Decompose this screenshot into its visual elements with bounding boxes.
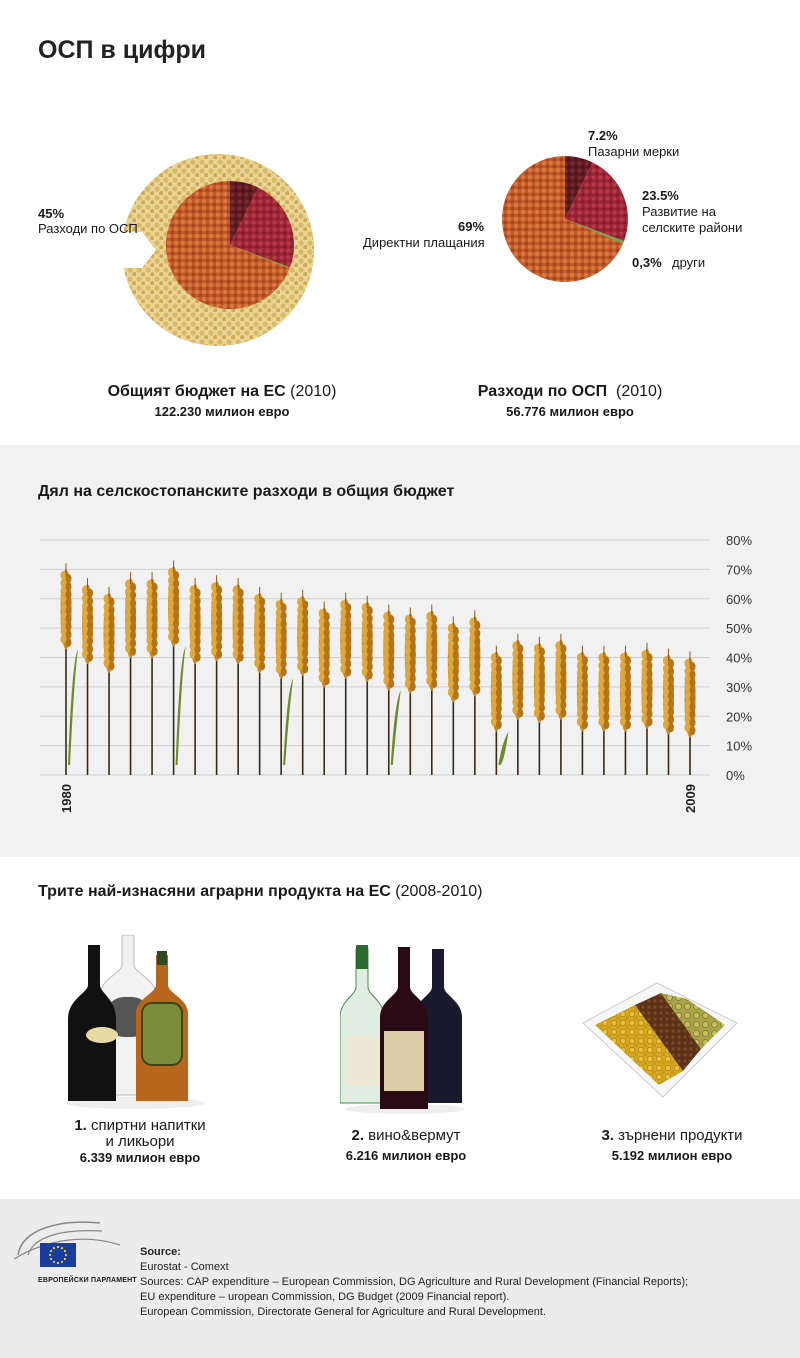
wheat-bar bbox=[555, 633, 567, 775]
wheat-bar bbox=[275, 592, 294, 775]
eu-star-icon bbox=[63, 1249, 67, 1253]
wine-bottles-image bbox=[340, 945, 465, 1114]
x-tick-label: 2009 bbox=[683, 784, 698, 813]
wheat-bar bbox=[576, 645, 588, 775]
pie1-inner-direct bbox=[166, 181, 290, 309]
wheat-bar bbox=[146, 572, 158, 775]
wheat-bar bbox=[125, 572, 137, 775]
eu-star-icon bbox=[52, 1260, 56, 1264]
eu-star-icon bbox=[56, 1245, 60, 1249]
wheat-bar bbox=[211, 575, 223, 775]
wheat-bar bbox=[318, 601, 330, 775]
ep-logo-text: ЕВРОПЕЙСКИ ПАРЛАМЕНТ bbox=[38, 1277, 137, 1284]
exports-title: Трите най-изнасяни аграрни продукта на Е… bbox=[38, 883, 483, 900]
eu-star-icon bbox=[48, 1253, 52, 1257]
pie2-label-market: Пазарни мерки bbox=[588, 144, 680, 159]
pie1-inner-other bbox=[230, 245, 290, 269]
wheat-bar bbox=[641, 642, 653, 775]
eu-star-icon bbox=[49, 1249, 53, 1253]
wheat-bar bbox=[297, 589, 309, 775]
product-1-caption-2: и ликьори bbox=[105, 1133, 175, 1150]
eu-star-icon bbox=[49, 1257, 53, 1261]
pie2-slice-rural bbox=[565, 162, 628, 242]
wheat-bar bbox=[447, 616, 459, 775]
y-tick-label: 30% bbox=[726, 680, 752, 695]
x-tick-label: 1980 bbox=[59, 784, 74, 813]
wheat-bar bbox=[662, 648, 674, 775]
y-tick-label: 70% bbox=[726, 562, 752, 577]
wheat-bar bbox=[598, 645, 610, 775]
wheat-bar bbox=[254, 586, 266, 775]
pie2-label-rural: Развитие на bbox=[642, 204, 716, 219]
eu-star-icon bbox=[63, 1257, 67, 1261]
pie2-pct-rural: 23.5% bbox=[642, 188, 679, 203]
pie-cap-spending bbox=[502, 156, 628, 282]
pie2-label-other: други bbox=[672, 255, 706, 270]
wheat-bar bbox=[340, 592, 352, 775]
pie-total-budget bbox=[118, 154, 314, 346]
pie2-pct-other: 0,3% bbox=[632, 255, 662, 270]
wheat-bar bbox=[232, 578, 244, 775]
cereals-plate-image bbox=[582, 982, 738, 1098]
wheat-bar bbox=[619, 645, 631, 775]
pie1-label: Разходи по ОСП bbox=[38, 221, 138, 236]
pie2-slice-market bbox=[565, 156, 593, 219]
wheat-bar-chart: 80% 70% 60% 50% 40% 30% 20% 10% 0% 1980 2009 bbox=[40, 533, 752, 813]
pie1-value: 122.230 милион евро bbox=[154, 404, 290, 419]
y-tick-label: 80% bbox=[726, 533, 752, 548]
chart-title: Дял на селскостопанските разходи в общия… bbox=[38, 483, 455, 500]
y-tick-label: 40% bbox=[726, 651, 752, 666]
pie1-inner-rural bbox=[230, 187, 294, 268]
wheat-bar bbox=[103, 586, 115, 775]
pie1-inner-market bbox=[230, 181, 258, 245]
y-tick-label: 50% bbox=[726, 621, 752, 636]
pie2-caption: Разходи по ОСП (2010) bbox=[477, 383, 663, 400]
page-title: ОСП в цифри bbox=[38, 36, 206, 64]
eu-star-icon bbox=[56, 1261, 60, 1265]
pie2-slice-other bbox=[565, 219, 625, 245]
pie2-label-direct: Директни плащания bbox=[363, 235, 485, 250]
footer bbox=[0, 1199, 800, 1358]
wheat-bar bbox=[168, 560, 186, 775]
wheat-bar bbox=[361, 595, 373, 775]
product-1-value: 6.339 милион евро bbox=[79, 1150, 201, 1165]
wheat-bar bbox=[404, 607, 416, 775]
wheat-bar bbox=[82, 578, 94, 775]
wheat-bar bbox=[60, 563, 78, 775]
ep-logo bbox=[13, 1221, 121, 1267]
pie1-pct: 45% bbox=[38, 206, 65, 221]
wheat-bar bbox=[426, 604, 438, 775]
product-1-caption: 1. спиртни напитки bbox=[74, 1117, 206, 1134]
wheat-bar bbox=[469, 610, 481, 775]
pie2-pct-market: 7.2% bbox=[588, 128, 618, 143]
y-tick-label: 20% bbox=[726, 709, 752, 724]
wheat-bar bbox=[490, 645, 509, 775]
y-tick-label: 0% bbox=[726, 768, 745, 783]
pie2-pct-direct: 69% bbox=[458, 219, 485, 234]
y-tick-label: 60% bbox=[726, 592, 752, 607]
wheat-bar bbox=[512, 633, 524, 775]
pie2-value: 56.776 милион евро bbox=[506, 404, 634, 419]
pie2-slice-direct bbox=[502, 156, 624, 282]
wheat-bar bbox=[383, 604, 401, 775]
pie1-caption: Общият бюджет на ЕС (2010) bbox=[107, 383, 337, 400]
eu-star-icon bbox=[52, 1246, 56, 1250]
product-3-caption: 3. зърнени продукти bbox=[601, 1127, 743, 1144]
eu-star-icon bbox=[60, 1260, 64, 1264]
eu-star-icon bbox=[60, 1246, 64, 1250]
y-tick-label: 10% bbox=[726, 739, 752, 754]
wheat-bar bbox=[189, 578, 201, 775]
eu-star-icon bbox=[64, 1253, 68, 1257]
pie2-label-rural-2: селските райони bbox=[642, 220, 743, 235]
spirits-bottles-image bbox=[65, 935, 205, 1109]
product-2-caption: 2. вино&вермут bbox=[351, 1127, 461, 1144]
wheat-bar bbox=[533, 636, 545, 775]
wheat-bar bbox=[684, 651, 696, 775]
source-notes: Source: Eurostat - Comext Sources: CAP e… bbox=[140, 1246, 689, 1318]
product-2-value: 6.216 милион евро bbox=[345, 1148, 467, 1163]
product-3-value: 5.192 милион евро bbox=[611, 1148, 733, 1163]
